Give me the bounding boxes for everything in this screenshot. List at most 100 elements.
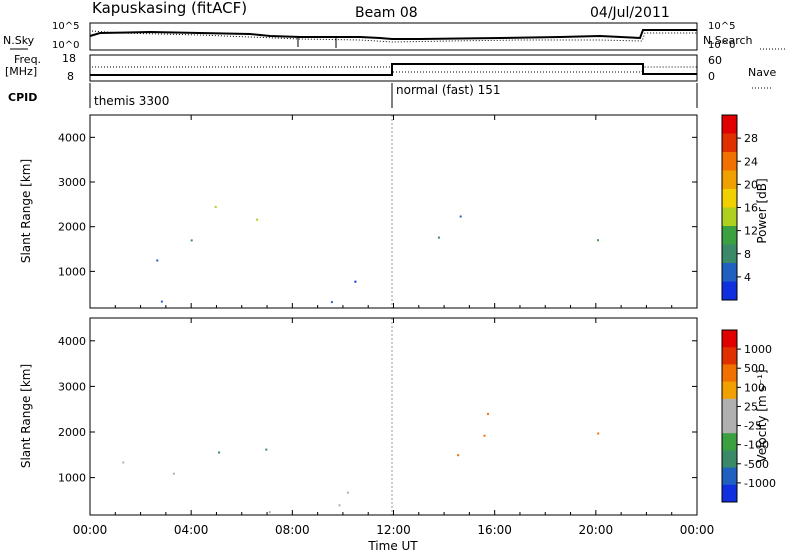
station-title: Kapuskasing (fitACF) (92, 0, 247, 17)
nsearch-tick-bottom: 10^0 (708, 40, 735, 51)
nsearch-line (91, 30, 697, 43)
freq-frame (89, 54, 698, 82)
x-tick-label: 08:00 (275, 523, 310, 537)
velocity-y-tick-label: 2000 (58, 426, 86, 439)
power-echo-cell (156, 259, 159, 262)
x-tick-label: 04:00 (174, 523, 209, 537)
freq-label-1: Freq. (14, 53, 41, 66)
velocity-colorbar-swatch (722, 450, 737, 469)
velocity-echo-cell (218, 451, 221, 454)
velocity-colorbar-swatch (722, 416, 737, 434)
power-y-tick-label: 2000 (58, 221, 86, 234)
power-colorbar-swatch (722, 170, 737, 190)
power-y-label: Slant Range [km] (19, 159, 33, 263)
x-tick-label: 16:00 (477, 523, 512, 537)
nave-tick-bottom: 0 (708, 70, 715, 83)
velocity-colorbar-swatch (722, 433, 737, 451)
velocity-colorbar-swatch (722, 398, 737, 417)
velocity-colorbar-swatch (722, 484, 737, 503)
power-colorbar-tick-label: 20 (744, 178, 758, 191)
power-y-tick-label: 4000 (58, 131, 86, 144)
velocity-plot-bg (90, 318, 697, 515)
date-title: 04/Jul/2011 (590, 5, 670, 21)
nsky-label: N.Sky (3, 34, 35, 47)
cpid-strip: CPID themis 3300 normal (fast) 151 (8, 83, 698, 108)
cpid-segment-2: normal (fast) 151 (396, 83, 500, 97)
power-colorbar-swatch (722, 226, 737, 245)
nave-line (92, 66, 697, 73)
power-colorbar-label: Power [dB] (755, 178, 769, 243)
power-colorbar-swatch (722, 152, 737, 171)
velocity-colorbar-tick-label: 100 (744, 381, 765, 394)
velocity-colorbar-tick-label: -100 (744, 439, 769, 452)
power-colorbar-tick-label: 16 (744, 202, 758, 215)
velocity-echo-cell (597, 432, 600, 435)
power-colorbar-tick-label: 4 (744, 271, 751, 284)
power-colorbar-swatch (722, 133, 737, 153)
velocity-colorbar-swatch (722, 364, 737, 383)
time-axis: 00:00 04:00 08:00 12:00 16:00 20:00 00:00 (73, 115, 715, 537)
x-tick-label: 12:00 (376, 523, 411, 537)
nsearch-label: N.Search (703, 34, 753, 47)
velocity-y-tick-label: 3000 (58, 380, 86, 393)
velocity-colorbar-swatch (722, 467, 737, 486)
power-colorbar-tick-label: 24 (744, 155, 758, 168)
power-echo-cell (437, 236, 440, 239)
velocity-echo-cell (346, 491, 349, 494)
power-colorbar: 4 8 12 16 20 24 28 (721, 114, 758, 301)
x-tick-label: 00:00 (680, 523, 715, 537)
velocity-colorbar-tick-label: -500 (744, 458, 769, 471)
velocity-echo-cell (122, 461, 125, 464)
power-colorbar-swatch (722, 207, 737, 227)
velocity-colorbar-tick-label: 25 (744, 400, 758, 413)
velocity-colorbar-frame (721, 329, 738, 503)
freq-panel: Freq. [MHz] 18 8 60 0 Nave (5, 52, 776, 89)
cpid-label: CPID (8, 91, 37, 104)
freq-line (90, 63, 697, 76)
power-plot-bg (90, 115, 697, 308)
velocity-y-ticks: 1000 2000 3000 4000 (58, 335, 697, 485)
power-echo-cell (190, 239, 193, 242)
velocity-colorbar: -1000 -500 -100 -25 25 100 500 1000 (721, 329, 776, 503)
power-colorbar-tick-label: 12 (744, 225, 758, 238)
freq-label-2: [MHz] (5, 65, 37, 78)
x-axis-label: Time UT (367, 539, 418, 553)
freq-tick-bottom: 8 (67, 70, 74, 83)
velocity-colorbar-tick-label: 500 (744, 362, 765, 375)
power-echo-cell (214, 205, 217, 208)
power-colorbar-swatch (722, 244, 737, 264)
velocity-y-tick-label: 1000 (58, 472, 86, 485)
velocity-panel: 1000 2000 3000 4000 Slant Range [km] (19, 317, 698, 516)
velocity-colorbar-tick-label: 1000 (744, 343, 772, 356)
nsky-tick-top: 10^5 (52, 21, 79, 32)
power-y-tick-label: 3000 (58, 176, 86, 189)
power-echo-cell (459, 215, 462, 218)
power-y-tick-label: 1000 (58, 265, 86, 278)
power-echo-cell (160, 300, 163, 303)
velocity-colorbar-tick-label: -1000 (744, 477, 776, 490)
velocity-y-label: Slant Range [km] (19, 364, 33, 468)
velocity-echo-cell (483, 434, 486, 437)
cpid-segment-1: themis 3300 (94, 94, 169, 108)
power-colorbar-swatch (722, 263, 737, 282)
velocity-echo-layer (122, 412, 600, 514)
power-echo-cell (597, 239, 599, 242)
velocity-echo-cell (265, 448, 268, 451)
velocity-echo-cell (487, 412, 489, 415)
velocity-colorbar-label: Velocity [m s⁻¹] (755, 369, 769, 462)
nsky-tick-bottom: 10^0 (52, 40, 79, 51)
power-colorbar-tick-label: 28 (744, 132, 758, 145)
power-echo-cell (256, 218, 259, 221)
power-echo-layer (156, 205, 599, 304)
noise-frame (89, 22, 698, 51)
nsky-line (89, 29, 697, 40)
velocity-echo-cell (172, 472, 175, 475)
power-colorbar-tick-label: 8 (744, 248, 751, 261)
velocity-colorbar-swatch (722, 330, 737, 348)
velocity-y-tick-label: 4000 (58, 335, 86, 348)
velocity-echo-cell (268, 511, 271, 514)
beam-title: Beam 08 (355, 5, 418, 21)
velocity-colorbar-swatch (722, 381, 737, 400)
power-panel: 1000 2000 3000 4000 Slant Range [km] (19, 114, 698, 309)
